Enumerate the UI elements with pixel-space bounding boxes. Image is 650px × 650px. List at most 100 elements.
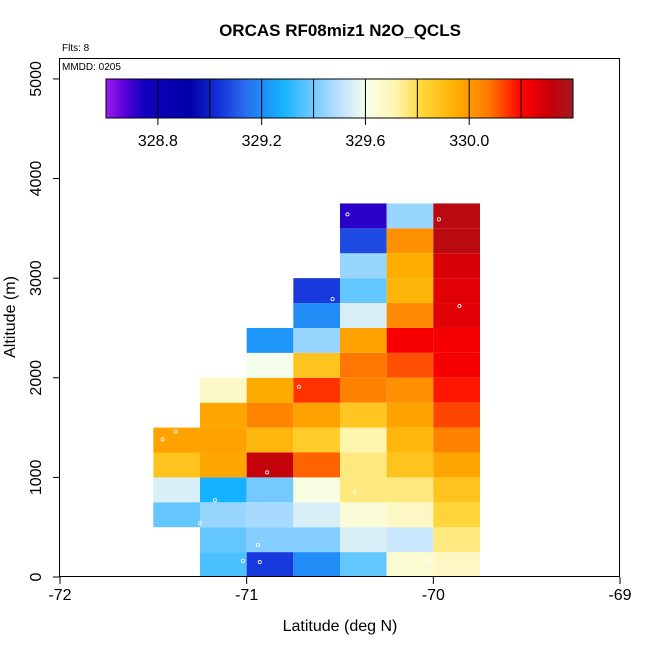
heatmap-cell — [433, 552, 480, 577]
colorbar-fill — [106, 79, 573, 118]
heatmap-cell — [433, 452, 480, 478]
heatmap-cell — [340, 402, 387, 428]
heatmap-cell — [293, 502, 340, 528]
heatmap-cell — [340, 352, 387, 378]
heatmap-cell — [246, 452, 294, 478]
heatmap-cell — [433, 278, 480, 304]
y-tick-label: 4000 — [28, 161, 45, 197]
sample-point — [457, 304, 462, 309]
sample-point — [436, 217, 441, 222]
heatmap-cell — [433, 502, 480, 528]
heatmap-cell — [386, 452, 434, 478]
heatmap-cell — [153, 452, 200, 478]
heatmap-cell — [433, 527, 480, 553]
heatmap-cell — [386, 203, 434, 229]
heatmap-cell — [340, 552, 387, 577]
heatmap-cell — [433, 303, 480, 328]
sample-point — [427, 559, 432, 564]
plot-frame — [59, 58, 620, 577]
y-tick-label: 3000 — [28, 260, 45, 296]
heatmap-cell — [153, 502, 200, 528]
sample-point — [265, 470, 270, 475]
heatmap-cell — [246, 477, 294, 503]
y-tick-label: 5000 — [28, 61, 45, 97]
sample-point — [352, 490, 357, 495]
heatmap-cell — [340, 427, 387, 453]
x-tick-label: -72 — [48, 587, 71, 604]
heatmap-cell — [293, 427, 340, 453]
sample-point — [296, 384, 301, 389]
sample-point — [212, 498, 217, 503]
heatmap-cell — [433, 377, 480, 403]
heatmap-cell — [433, 327, 480, 353]
heatmap-cell — [386, 427, 434, 453]
y-tick-label: 0 — [28, 572, 45, 581]
heatmap-cell — [340, 502, 387, 528]
x-tick-label: -69 — [608, 587, 631, 604]
heatmap-cell — [386, 303, 434, 328]
heatmap-cell — [340, 452, 387, 478]
colorbar-tick-label: 328.8 — [138, 133, 178, 150]
heatmap-cell — [433, 203, 480, 229]
heatmap-cell — [340, 253, 387, 279]
sample-point — [173, 429, 178, 434]
heatmap-cell — [386, 352, 434, 378]
sample-points — [160, 212, 462, 565]
heatmap-cell — [386, 502, 434, 528]
sample-point — [255, 543, 260, 548]
heatmap-cell — [246, 377, 294, 403]
colorbar-ticks: 328.8 329.2 329.6 330.0 — [138, 118, 489, 150]
heatmap-cell — [340, 327, 387, 353]
x-tick-label: -71 — [235, 587, 258, 604]
heatmap-cell — [293, 552, 340, 577]
heatmap-cell — [153, 477, 200, 503]
y-tick-label: 1000 — [28, 459, 45, 495]
colorbar-tick-label: 329.2 — [242, 133, 282, 150]
heatmap-cell — [293, 452, 340, 478]
heatmap-cell — [293, 477, 340, 503]
colorbar-tick-label: 329.6 — [345, 133, 385, 150]
heatmap-cell — [433, 228, 480, 254]
heatmap-cell — [200, 552, 247, 577]
heatmap-cell — [200, 377, 247, 403]
heatmap-cell — [293, 402, 340, 428]
y-axis: 0 1000 2000 3000 4000 5000 — [28, 61, 60, 581]
colorbar: 328.8 329.2 329.6 330.0 — [105, 78, 574, 150]
heatmap-cell — [433, 477, 480, 503]
sample-point — [345, 212, 350, 217]
heatmap-cell — [293, 527, 340, 553]
heatmap-cell — [386, 253, 434, 279]
heatmap-cell — [433, 402, 480, 428]
sample-point — [240, 559, 245, 564]
heatmap-cell — [293, 377, 340, 403]
heatmap-cell — [433, 352, 480, 378]
colorbar-border — [105, 78, 574, 119]
colorbar-dividers — [157, 79, 522, 118]
heatmap-cell — [386, 402, 434, 428]
heatmap-cell — [200, 427, 247, 453]
sample-point — [330, 297, 335, 302]
heatmap-cell — [153, 427, 200, 453]
chart-title: ORCAS RF08miz1 N2O_QCLS — [219, 21, 461, 40]
heatmap-cell — [386, 327, 434, 353]
heatmap-cell — [293, 278, 340, 304]
heatmap-cell — [246, 527, 294, 553]
heatmap-cell — [340, 527, 387, 553]
heatmap-cell — [340, 278, 387, 304]
heatmap-cell — [246, 402, 294, 428]
heatmap-cell — [386, 377, 434, 403]
heatmap-cell — [386, 477, 434, 503]
heatmap-cell — [433, 253, 480, 279]
x-tick-label: -70 — [422, 587, 445, 604]
heatmap-cell — [293, 303, 340, 328]
heatmap-cell — [246, 502, 294, 528]
heatmap-cell — [340, 477, 387, 503]
heatmap-cell — [386, 278, 434, 304]
y-tick-label: 2000 — [28, 360, 45, 396]
heatmap-cell — [293, 352, 340, 378]
heatmap-cell — [340, 303, 387, 328]
flights-label: Flts: 8 — [62, 43, 90, 54]
heatmap-cell — [200, 502, 247, 528]
heatmap-cell — [386, 552, 434, 577]
